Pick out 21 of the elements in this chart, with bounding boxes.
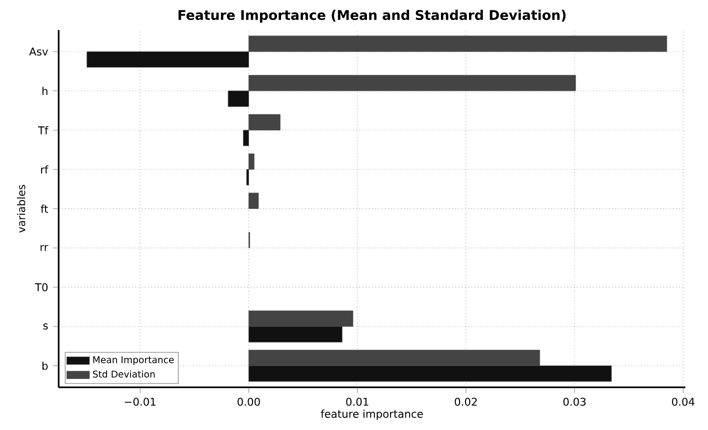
legend-label: Mean Importance	[93, 356, 174, 366]
x-tick-label: 0.02	[454, 398, 477, 406]
y-tick-label: rr	[40, 244, 48, 251]
y-axis-title: variables	[17, 184, 26, 233]
x-tick-label: 0.01	[346, 398, 368, 406]
x-tick-label: 0.00	[238, 398, 260, 406]
x-tick-label: 0.03	[563, 398, 586, 406]
bar	[248, 192, 259, 209]
x-axis-title: feature importance	[320, 410, 423, 420]
y-tick-label: T0	[34, 283, 48, 292]
y-tick-label: s	[43, 323, 48, 330]
y-tick-label: b	[42, 362, 48, 370]
legend-label: Std Deviation	[92, 370, 155, 378]
y-tick-label: Tf	[38, 126, 48, 134]
y-tick-label: h	[42, 86, 48, 95]
x-tick-label: 0.04	[672, 398, 694, 406]
y-tick-label: rf	[41, 165, 48, 174]
x-tick-label: −0.01	[124, 398, 156, 406]
y-tick-label: ft	[40, 204, 48, 213]
chart-title: Feature Importance (Mean and Standard Deviation)	[178, 10, 566, 23]
y-tick-label: Asv	[29, 48, 48, 56]
